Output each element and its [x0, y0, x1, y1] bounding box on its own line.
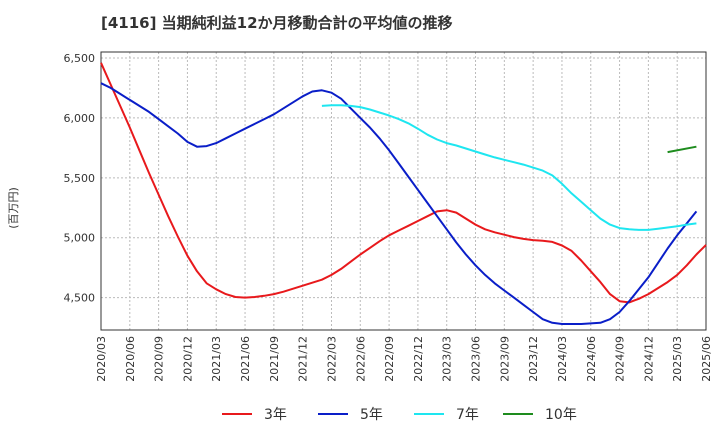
y-tick-label: 5,500	[64, 172, 96, 185]
y-axis-label: (百万円)	[7, 187, 20, 229]
series-line-7年	[321, 104, 697, 231]
y-tick-label: 6,000	[64, 112, 96, 125]
y-tick-label: 6,500	[64, 52, 96, 65]
x-tick-label: 2025/06	[700, 336, 713, 382]
y-tick-label: 5,000	[64, 232, 96, 245]
x-tick-label: 2020/12	[181, 336, 194, 382]
x-tick-label: 2024/09	[614, 336, 627, 382]
x-tick-label: 2021/06	[239, 336, 252, 382]
x-tick-label: 2024/12	[642, 336, 655, 382]
legend-label: 10年	[545, 407, 577, 423]
x-tick-label: 2020/06	[124, 336, 137, 382]
x-tick-label: 2023/12	[527, 336, 540, 382]
x-tick-label: 2023/03	[441, 336, 454, 382]
x-tick-label: 2020/09	[153, 336, 166, 382]
x-tick-label: 2022/03	[325, 336, 338, 382]
x-tick-label: 2021/09	[268, 336, 281, 382]
series-lines	[100, 62, 707, 325]
x-tick-label: 2021/12	[297, 336, 310, 382]
y-tick-label: 4,500	[64, 292, 96, 305]
gridlines	[100, 52, 707, 330]
plot-area	[100, 51, 707, 331]
y-axis: 4,500 5,000 5,500 6,000 6,500	[64, 52, 96, 305]
x-axis: 2020/03 2020/06 2020/09 2020/12 2021/03 2021/…	[95, 336, 713, 382]
series-line-10年	[667, 145, 697, 154]
x-tick-label: 2021/03	[210, 336, 223, 382]
series-line-3年	[100, 62, 707, 304]
legend-label: 5年	[360, 407, 383, 423]
x-tick-label: 2024/03	[556, 336, 569, 382]
x-tick-label: 2022/06	[354, 336, 367, 382]
x-tick-label: 2024/06	[585, 336, 598, 382]
chart-title: [4116] 当期純利益12か月移動合計の平均値の推移	[101, 14, 453, 32]
x-tick-label: 2022/09	[383, 336, 396, 382]
legend: 3年 5年 7年 10年	[222, 407, 577, 423]
series-line-5年	[100, 82, 698, 325]
legend-label: 3年	[264, 407, 287, 423]
legend-label: 7年	[456, 407, 479, 423]
x-tick-label: 2020/03	[95, 336, 108, 382]
x-tick-label: 2023/09	[498, 336, 511, 382]
x-tick-label: 2022/12	[412, 336, 425, 382]
x-tick-label: 2023/06	[470, 336, 483, 382]
x-tick-label: 2025/03	[671, 336, 684, 382]
